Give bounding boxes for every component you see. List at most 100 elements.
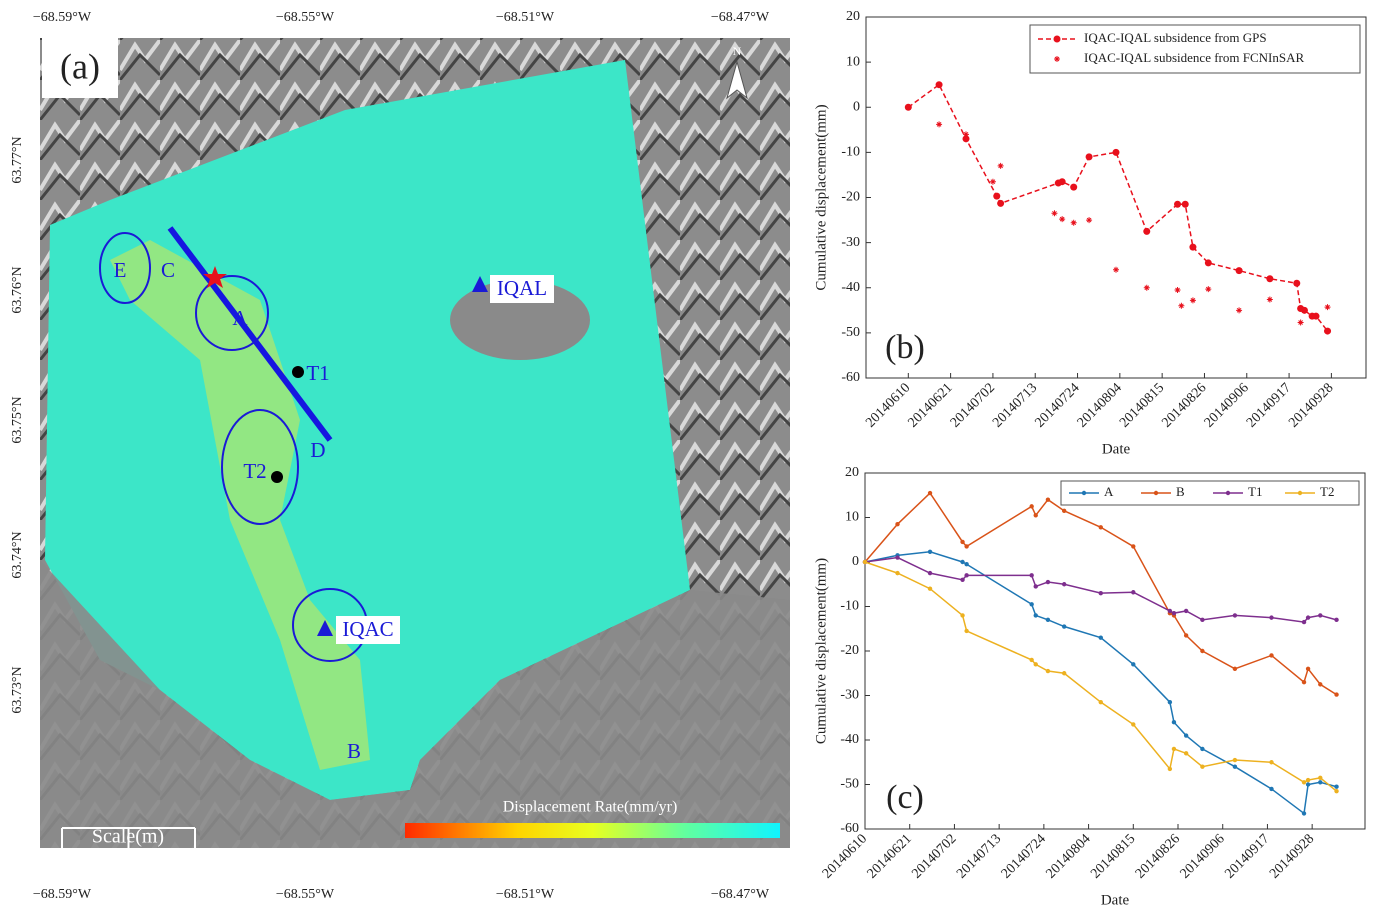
marker <box>1046 580 1050 584</box>
y-tick-label: 20 <box>845 465 859 480</box>
marker <box>1131 544 1135 548</box>
marker <box>1200 649 1204 653</box>
page: (a) N −68.59°W−68.59°W−68.55°W−68.55°W−6… <box>0 0 1379 907</box>
colorbar-tick: -20 <box>686 856 706 872</box>
y-tick-label: -20 <box>840 643 859 658</box>
legend-marker <box>1226 491 1230 495</box>
marker <box>960 540 964 544</box>
marker <box>1182 201 1189 208</box>
marker <box>1334 785 1338 789</box>
legend-marker <box>1054 36 1061 43</box>
figure: (a) N −68.59°W−68.59°W−68.55°W−68.55°W−6… <box>0 0 1379 907</box>
y-axis-label: Cumulative displacement(mm) <box>813 104 829 290</box>
marker <box>1269 787 1273 791</box>
map-panel: (a) N <box>40 38 790 848</box>
colorbar-tick: -140 <box>435 856 463 872</box>
x-tick-label: 20140917 <box>1222 831 1272 881</box>
y-tick-label: -20 <box>841 190 860 205</box>
marker <box>1302 680 1306 684</box>
marker <box>1318 780 1322 784</box>
marker <box>1034 584 1038 588</box>
charts: -60-50-40-30-20-100102020140610201406212… <box>813 9 1366 907</box>
marker <box>993 193 1000 200</box>
marker <box>1029 658 1033 662</box>
colorbar-tick: -80 <box>562 856 582 872</box>
lon-label: −68.51°W <box>496 887 555 902</box>
marker <box>1113 149 1120 156</box>
marker <box>1131 722 1135 726</box>
lon-label: −68.55°W <box>276 887 335 902</box>
y-tick-label: 20 <box>846 9 860 24</box>
y-tick-label: -10 <box>841 145 860 160</box>
marker <box>1172 720 1176 724</box>
scale-label: 0 <box>58 856 66 872</box>
y-tick-label: -50 <box>841 325 860 340</box>
y-tick-label: 10 <box>846 54 860 69</box>
x-tick-label: 20140724 <box>1032 380 1082 430</box>
lon-label: −68.55°W <box>276 10 335 25</box>
legend-marker <box>1154 491 1158 495</box>
marker <box>1070 184 1077 191</box>
marker <box>1306 667 1310 671</box>
plot-area <box>865 473 1365 829</box>
marker <box>960 613 964 617</box>
marker <box>1302 780 1306 784</box>
marker <box>1189 244 1196 251</box>
x-tick-label: 20140815 <box>1088 831 1138 881</box>
x-tick-label: 20140804 <box>1043 831 1093 881</box>
lat-label: 63.74°N <box>10 531 25 578</box>
marker <box>1099 591 1103 595</box>
x-axis-label: Date <box>1102 441 1131 457</box>
lon-label: −68.47°W <box>711 887 770 902</box>
marker <box>1184 609 1188 613</box>
site-label: C <box>161 258 175 282</box>
marker <box>1233 765 1237 769</box>
x-tick-label: 20140702 <box>909 831 959 881</box>
x-tick-label: 20140928 <box>1286 380 1336 430</box>
marker <box>928 587 932 591</box>
marker <box>1046 669 1050 673</box>
legend-label: A <box>1104 484 1114 499</box>
marker <box>1301 307 1308 314</box>
marker <box>1086 153 1093 160</box>
marker <box>1200 618 1204 622</box>
marker <box>997 200 1004 207</box>
x-tick-label: 20140906 <box>1178 831 1228 881</box>
marker <box>928 571 932 575</box>
marker <box>1131 662 1135 666</box>
y-tick-label: -10 <box>840 599 859 614</box>
site-label: IQAC <box>342 617 393 641</box>
x-tick-label: 20140826 <box>1159 380 1209 430</box>
marker <box>1059 178 1066 185</box>
marker <box>1168 700 1172 704</box>
marker <box>1334 692 1338 696</box>
legend-label: T1 <box>1248 484 1262 499</box>
x-tick-label: 20140804 <box>1075 380 1125 430</box>
site-label: T2 <box>243 459 266 483</box>
legend-label: IQAC-IQAL subsidence from FCNInSAR <box>1084 50 1304 65</box>
marker <box>1233 667 1237 671</box>
colorbar-tick: -100 <box>518 856 546 872</box>
marker <box>1168 609 1172 613</box>
marker <box>1184 733 1188 737</box>
colorbar-tick: 0 <box>733 856 741 872</box>
site-label: A <box>232 306 248 330</box>
lon-label: −68.59°W <box>33 10 92 25</box>
marker <box>960 578 964 582</box>
marker <box>1029 573 1033 577</box>
marker <box>1034 513 1038 517</box>
marker <box>1318 613 1322 617</box>
marker <box>1046 618 1050 622</box>
marker <box>1269 760 1273 764</box>
marker <box>1062 624 1066 628</box>
scale-label: 500 <box>184 856 207 872</box>
marker <box>1334 618 1338 622</box>
site-label: E <box>114 258 127 282</box>
marker <box>895 555 899 559</box>
legend-marker <box>1298 491 1302 495</box>
site-label: B <box>347 739 361 763</box>
scale-label: 250 <box>117 856 140 872</box>
marker <box>1269 653 1273 657</box>
marker <box>1099 525 1103 529</box>
y-tick-label: -30 <box>840 688 859 703</box>
